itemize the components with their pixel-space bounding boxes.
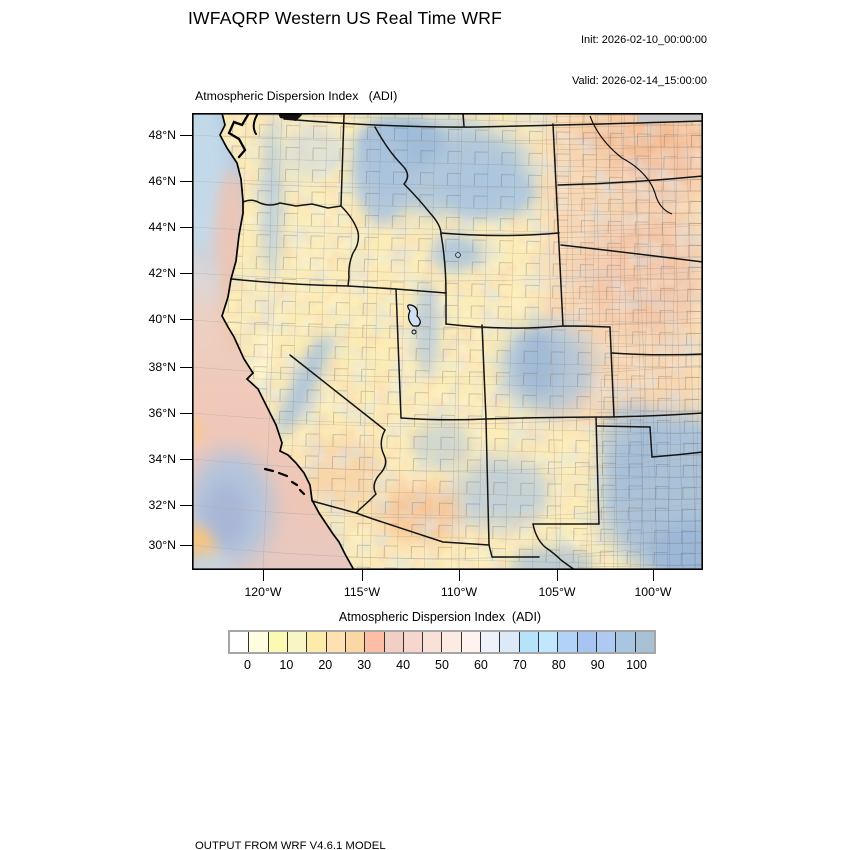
colorbar-cell bbox=[344, 632, 365, 652]
map-canvas bbox=[191, 111, 704, 571]
coastline bbox=[219, 111, 355, 571]
vancouver-island-tip bbox=[278, 113, 304, 121]
lat-tick bbox=[180, 134, 192, 136]
colorbar-cell bbox=[595, 632, 616, 652]
colorbar-tick-number: 50 bbox=[435, 658, 449, 672]
lat-tick bbox=[180, 412, 192, 414]
colorbar-tick-number: 40 bbox=[396, 658, 411, 672]
colorbar-cell bbox=[325, 632, 345, 652]
state-borders bbox=[230, 112, 704, 571]
colorbar-cell bbox=[248, 632, 268, 652]
colorbar-tick-number: 20 bbox=[318, 658, 333, 672]
lat-tick-label: 32°N bbox=[148, 498, 176, 512]
lat-tick bbox=[180, 318, 192, 320]
lon-tick bbox=[361, 570, 363, 581]
lat-tick bbox=[180, 458, 192, 460]
valid-time: Valid: 2026-02-14_15:00:00 bbox=[572, 74, 707, 87]
colorbar-cell bbox=[383, 632, 403, 652]
adi-map bbox=[191, 111, 704, 571]
lat-tick bbox=[180, 272, 192, 274]
colorbar-cell bbox=[576, 632, 596, 652]
graticule bbox=[191, 112, 704, 571]
lon-tick-label: 105°W bbox=[538, 585, 576, 599]
colorbar bbox=[228, 630, 656, 654]
lon-tick bbox=[458, 570, 460, 581]
lon-tick bbox=[262, 570, 264, 581]
colorbar-tick-number: 100 bbox=[626, 658, 647, 672]
lon-tick bbox=[652, 570, 654, 581]
lat-tick bbox=[180, 504, 192, 506]
lat-tick-label: 40°N bbox=[148, 312, 176, 326]
colorbar-cell bbox=[286, 632, 307, 652]
lat-tick-label: 38°N bbox=[148, 360, 176, 374]
field-subtitle: Atmospheric Dispersion Index (ADI) bbox=[195, 89, 398, 103]
colorbar-tick-number: 90 bbox=[590, 658, 605, 672]
lat-tick-label: 42°N bbox=[148, 266, 176, 280]
model-info: OUTPUT FROM WRF V4.6.1 MODEL WE = 310 ; … bbox=[195, 809, 639, 850]
colorbar-cell bbox=[557, 632, 577, 652]
colorbar-cell bbox=[615, 632, 635, 652]
colorbar-tick-number: 80 bbox=[551, 658, 566, 672]
colorbar-tick-number: 0 bbox=[243, 658, 251, 672]
colorbar-tick-number: 30 bbox=[357, 658, 372, 672]
lat-tick-label: 36°N bbox=[148, 406, 176, 420]
lon-tick bbox=[556, 570, 558, 581]
colorbar-cell bbox=[306, 632, 326, 652]
lat-tick bbox=[180, 544, 192, 546]
init-time: Init: 2026-02-10_00:00:00 bbox=[581, 34, 707, 46]
page-title: IWFAQRP Western US Real Time WRF bbox=[188, 8, 502, 28]
map-frame-border bbox=[192, 113, 703, 570]
colorbar-tick-number: 60 bbox=[473, 658, 488, 672]
lon-tick-label: 120°W bbox=[244, 585, 282, 599]
colorbar-cell bbox=[518, 632, 538, 652]
great-salt-lake bbox=[407, 304, 421, 327]
lon-tick-label: 100°W bbox=[634, 585, 672, 599]
lat-tick bbox=[180, 180, 192, 182]
lat-tick-label: 44°N bbox=[148, 220, 176, 234]
colorbar-tick-number: 70 bbox=[512, 658, 527, 672]
run-times: Init: 2026-02-10_00:00:00 Valid: 2026-02… bbox=[572, 7, 707, 115]
colorbar-cell bbox=[441, 632, 461, 652]
land-layer bbox=[220, 113, 703, 570]
lat-tick-label: 46°N bbox=[148, 174, 176, 188]
lat-tick bbox=[180, 366, 192, 368]
colorbar-tick-labels: 0 10 20 30 40 50 60 70 80 90 100 bbox=[228, 658, 656, 674]
colorbar-title: Atmospheric Dispersion Index (ADI) bbox=[338, 610, 542, 624]
lon-tick-label: 115°W bbox=[343, 585, 381, 599]
water-features bbox=[407, 115, 673, 335]
colorbar-cell bbox=[460, 632, 481, 652]
colorbar-cell bbox=[538, 632, 558, 652]
lat-tick bbox=[180, 226, 192, 228]
lat-tick-label: 30°N bbox=[148, 538, 176, 552]
colorbar-cell bbox=[480, 632, 500, 652]
lon-tick-label: 110°W bbox=[440, 585, 478, 599]
lat-tick-label: 34°N bbox=[148, 452, 176, 466]
lat-tick-label: 48°N bbox=[148, 128, 176, 142]
colorbar-tick-number: 10 bbox=[279, 658, 294, 672]
colorbar-cell bbox=[499, 632, 519, 652]
colorbar-cell bbox=[422, 632, 442, 652]
colorbar-cell bbox=[267, 632, 287, 652]
model-info-line1: OUTPUT FROM WRF V4.6.1 MODEL bbox=[195, 840, 386, 850]
channel-islands bbox=[263, 467, 306, 496]
colorbar-cell bbox=[634, 632, 654, 652]
colorbar-cell bbox=[230, 632, 249, 652]
colorbar-cell bbox=[364, 632, 384, 652]
colorbar-cell bbox=[402, 632, 423, 652]
canada-area bbox=[638, 113, 703, 123]
canada-border bbox=[283, 118, 704, 128]
